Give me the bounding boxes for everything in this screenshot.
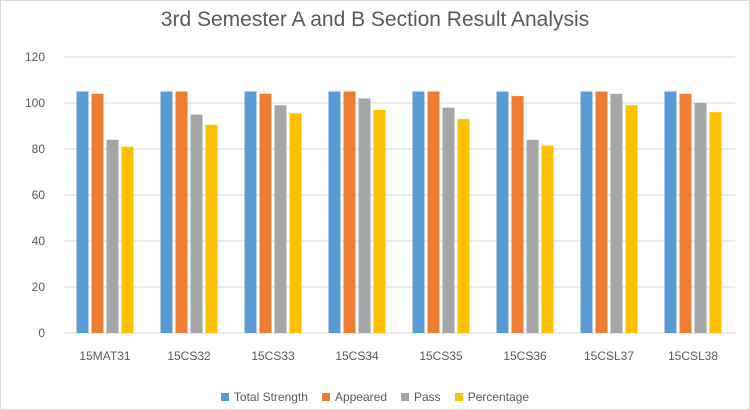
- legend-label: Percentage: [467, 390, 530, 404]
- x-tick-label: 15CS35: [419, 349, 463, 363]
- bar-total-strength-15cs35: [412, 91, 425, 333]
- x-tick-label: 15CS32: [167, 349, 211, 363]
- x-tick-label: 15CSL38: [668, 349, 718, 363]
- gridlines: [63, 56, 735, 334]
- bar-pass-15csl38: [694, 103, 707, 333]
- legend-swatch: [220, 393, 229, 401]
- y-tick-label: 80: [32, 142, 46, 156]
- legend-swatch: [401, 393, 409, 401]
- bar-pass-15mat31: [106, 139, 119, 333]
- bar-pass-15cs36: [526, 139, 539, 333]
- bar-percentage-15cs36: [541, 145, 554, 333]
- bar-total-strength-15csl38: [664, 91, 677, 333]
- bar-total-strength-15cs33: [244, 91, 257, 333]
- bar-pass-15cs33: [274, 105, 287, 333]
- bar-pass-15cs34: [358, 98, 371, 334]
- chart-title: 3rd Semester A and B Section Result Anal…: [160, 8, 590, 31]
- bar-total-strength-15mat31: [76, 91, 89, 333]
- bar-appeared-15mat31: [91, 93, 104, 333]
- legend-item: Total Strength: [220, 390, 308, 404]
- legend-swatch: [321, 393, 330, 401]
- x-tick-label: 15CSL37: [584, 349, 634, 363]
- bar-percentage-15csl37: [625, 105, 638, 333]
- bar-appeared-15csl37: [595, 91, 608, 333]
- bar-percentage-15cs32: [205, 124, 218, 333]
- x-tick-label: 15MAT31: [79, 349, 130, 363]
- legend-item: Pass: [401, 390, 441, 404]
- bar-pass-15cs32: [190, 114, 203, 333]
- x-tick-label: 15CS36: [503, 349, 547, 363]
- y-tick-label: 60: [32, 188, 46, 202]
- bar-chart: 0 20 40 60 80 100 120 15MAT31 15CS32 15CS33 15CS3…: [25, 50, 735, 363]
- bar-percentage-15mat31: [121, 146, 134, 333]
- y-tick-label: 100: [25, 96, 45, 110]
- bar-total-strength-15csl37: [580, 91, 593, 333]
- y-tick-label: 40: [32, 234, 46, 248]
- bar-percentage-15cs35: [457, 119, 470, 333]
- bar-pass-15csl37: [610, 93, 623, 333]
- bar-percentage-15cs33: [289, 113, 302, 333]
- x-tick-label: 15CS33: [251, 349, 295, 363]
- bar-total-strength-15cs36: [496, 91, 509, 333]
- legend-label: Total Strength: [233, 390, 308, 404]
- bar-percentage-15cs34: [373, 109, 386, 334]
- y-tick-label: 20: [32, 280, 46, 294]
- bar-appeared-15cs36: [511, 96, 524, 333]
- legend-label: Pass: [414, 390, 441, 404]
- bar-appeared-15csl38: [679, 93, 692, 333]
- bar-pass-15cs35: [442, 107, 455, 333]
- bar-total-strength-15cs34: [328, 91, 341, 333]
- legend-swatch: [454, 393, 463, 401]
- legend-label: Appeared: [334, 390, 387, 404]
- y-tick-label: 0: [38, 326, 45, 340]
- bar-appeared-15cs33: [259, 93, 272, 333]
- bar-appeared-15cs32: [175, 91, 188, 333]
- y-tick-label: 120: [25, 50, 45, 64]
- bars: [76, 91, 722, 334]
- bar-appeared-15cs34: [343, 91, 356, 333]
- legend-item: Percentage: [454, 390, 530, 404]
- x-axis-ticks: 15MAT31 15CS32 15CS33 15CS34 15CS35 15CS36 15C…: [79, 349, 718, 363]
- bar-appeared-15cs35: [427, 91, 440, 333]
- x-tick-label: 15CS34: [335, 349, 379, 363]
- y-axis-ticks: 0 20 40 60 80 100 120: [25, 50, 45, 340]
- bar-percentage-15csl38: [709, 112, 722, 333]
- legend-item: Appeared: [321, 390, 387, 404]
- chart-legend: Total Strength Appeared Pass Percentage: [0, 390, 750, 404]
- bar-total-strength-15cs32: [160, 91, 173, 333]
